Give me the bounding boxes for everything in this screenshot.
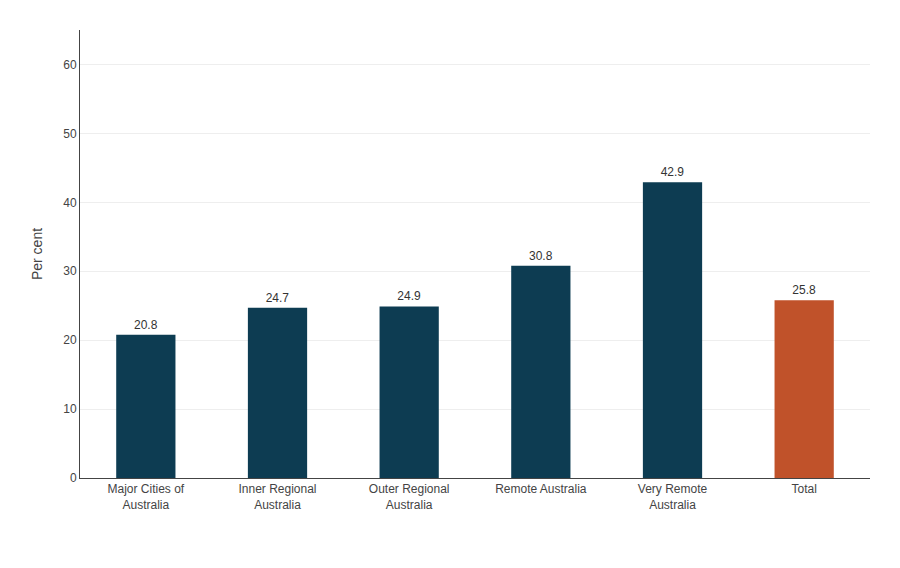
- svg-text:Remote Australia: Remote Australia: [495, 482, 587, 496]
- svg-text:24.7: 24.7: [266, 291, 290, 305]
- svg-text:Total: Total: [791, 482, 816, 496]
- svg-text:30.8: 30.8: [529, 249, 553, 263]
- svg-text:24.9: 24.9: [397, 289, 421, 303]
- svg-text:Very RemoteAustralia: Very RemoteAustralia: [638, 482, 708, 512]
- svg-text:0: 0: [70, 471, 77, 485]
- svg-text:10: 10: [63, 402, 77, 416]
- svg-text:50: 50: [63, 127, 77, 141]
- svg-text:20.8: 20.8: [134, 318, 158, 332]
- svg-text:Outer RegionalAustralia: Outer RegionalAustralia: [369, 482, 450, 512]
- svg-text:Major Cities ofAustralia: Major Cities ofAustralia: [107, 482, 184, 512]
- svg-text:42.9: 42.9: [661, 165, 685, 179]
- svg-text:Inner RegionalAustralia: Inner RegionalAustralia: [238, 482, 316, 512]
- svg-text:40: 40: [63, 196, 77, 210]
- svg-text:25.8: 25.8: [792, 283, 816, 297]
- svg-text:30: 30: [63, 264, 77, 278]
- svg-text:20: 20: [63, 333, 77, 347]
- svg-text:Per cent: Per cent: [29, 228, 45, 280]
- svg-text:60: 60: [63, 58, 77, 72]
